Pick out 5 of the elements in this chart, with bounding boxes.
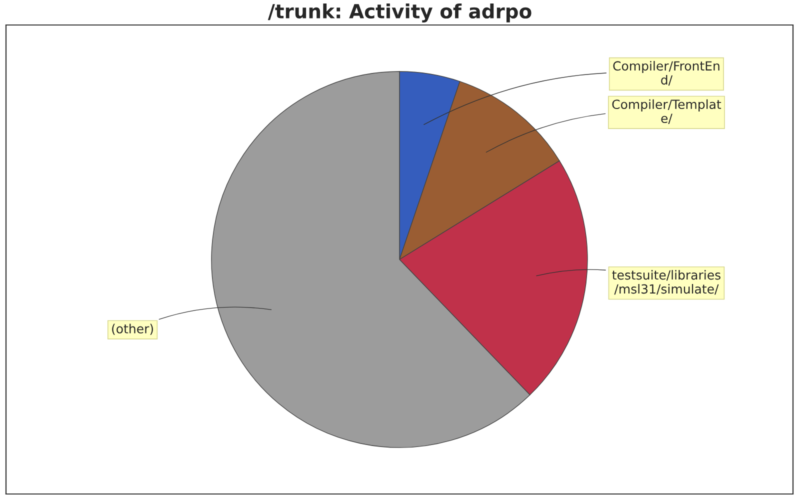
chart-title: /trunk: Activity of adrpo xyxy=(268,4,532,22)
slice-label: testsuite/libraries /msl31/simulate/ xyxy=(612,270,720,295)
slice-label: Compiler/FrontEn d/ xyxy=(613,60,720,86)
slice-label: (other) xyxy=(112,324,153,335)
slice-label: Compiler/Templat e/ xyxy=(612,99,722,124)
